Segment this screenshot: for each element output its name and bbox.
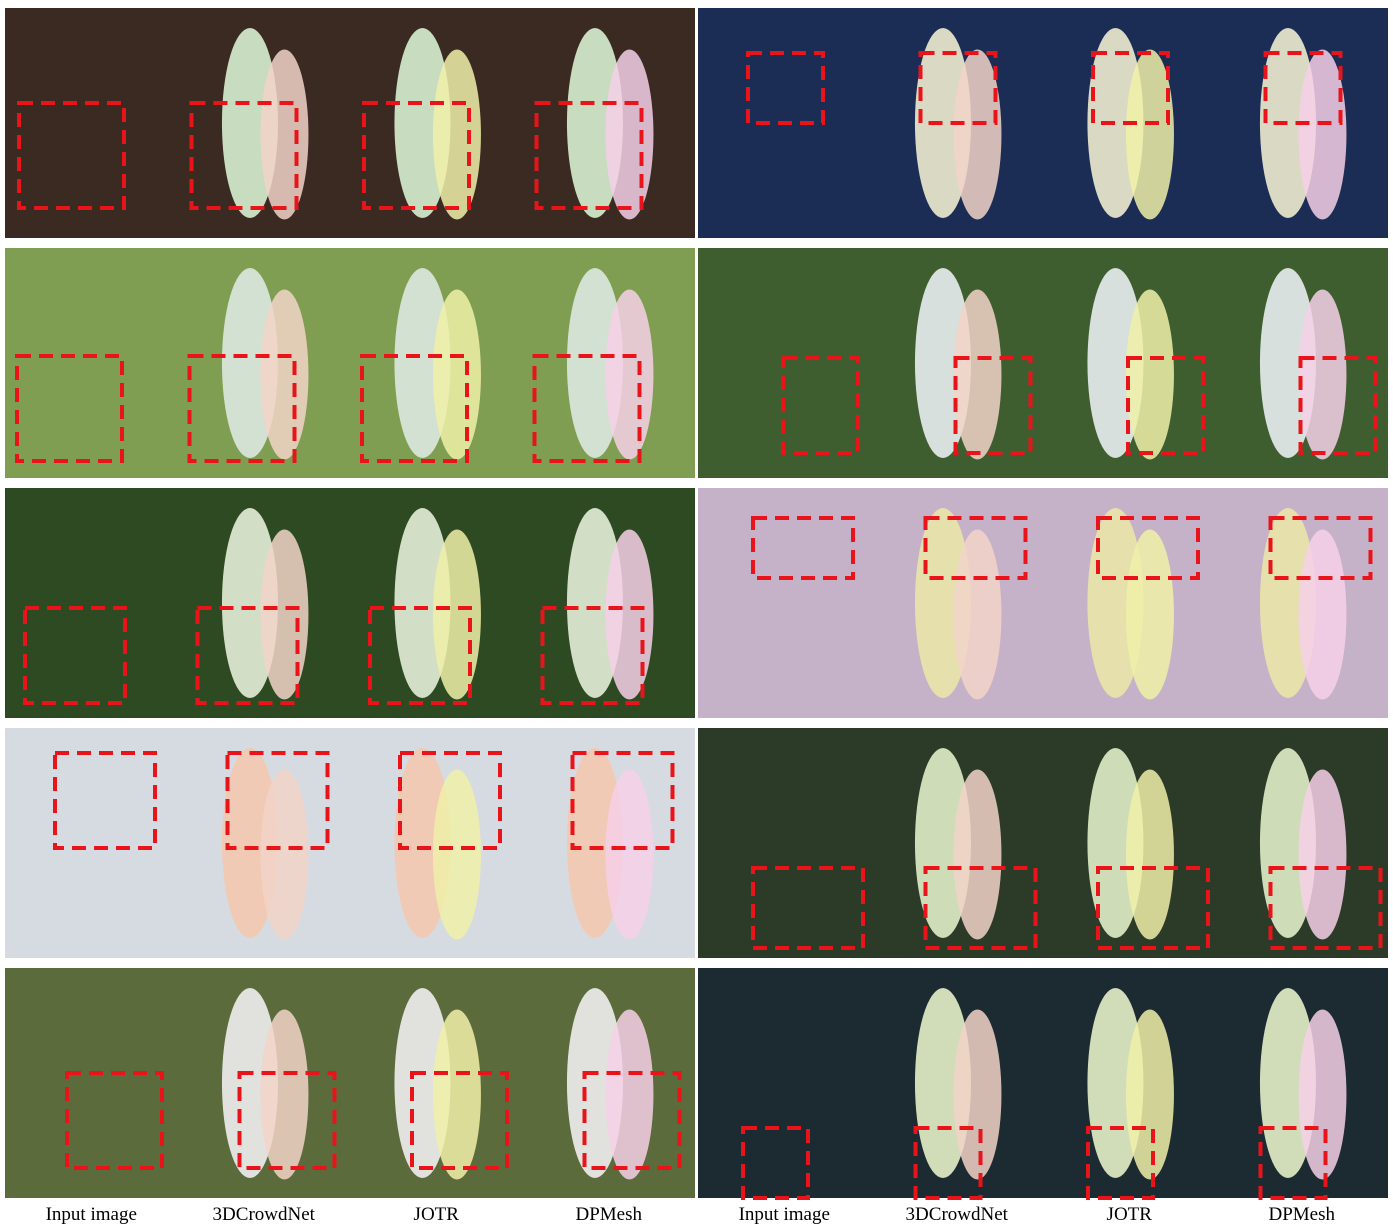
highlight-box [1268, 866, 1383, 950]
mesh-body [605, 529, 654, 700]
column-label: Input image [46, 1204, 137, 1225]
column-label: DPMesh [1268, 1204, 1335, 1225]
highlight-box [540, 606, 645, 705]
highlight-box [1126, 356, 1205, 455]
mesh-body [260, 529, 309, 700]
highlight-box [751, 516, 855, 580]
mesh-body [1298, 49, 1347, 220]
highlight-box [532, 354, 642, 463]
highlight-box [1268, 516, 1373, 580]
highlight-box [398, 751, 502, 850]
highlight-box [1258, 1126, 1328, 1200]
image-panel [698, 968, 871, 1198]
mesh-body [432, 529, 481, 700]
column-label: DPMesh [575, 1204, 642, 1225]
mesh-body [260, 49, 309, 220]
mesh-body [953, 1009, 1002, 1180]
highlight-box [225, 751, 330, 850]
highlight-box [360, 354, 469, 463]
mesh-body [1298, 289, 1347, 460]
mesh-body [432, 49, 481, 220]
mesh-body [1125, 289, 1174, 460]
highlight-box [953, 356, 1033, 455]
image-panel [5, 248, 178, 478]
mesh-body [432, 1009, 481, 1180]
highlight-box [15, 354, 124, 463]
mesh-body [1298, 529, 1347, 700]
highlight-box [570, 751, 675, 850]
mesh-body [605, 769, 654, 940]
mesh-body [1125, 769, 1174, 940]
column-label: JOTR [1107, 1204, 1153, 1225]
mesh-body [605, 49, 654, 220]
highlight-box [1086, 1126, 1155, 1200]
image-panel [5, 728, 178, 958]
mesh-body [260, 1009, 309, 1180]
image-panel [5, 488, 178, 718]
mesh-body [260, 769, 309, 940]
mesh-body [1125, 529, 1174, 700]
highlight-box [187, 354, 297, 463]
highlight-box [368, 606, 472, 705]
highlight-box [918, 51, 998, 125]
highlight-box [65, 1071, 164, 1170]
highlight-box [534, 101, 644, 210]
highlight-box [1096, 516, 1200, 580]
highlight-box [923, 516, 1028, 580]
mesh-body [1298, 1009, 1347, 1180]
highlight-box [195, 606, 300, 705]
highlight-box [751, 866, 865, 950]
highlight-box [913, 1126, 983, 1200]
image-panel [698, 488, 871, 718]
mesh-body [953, 529, 1002, 700]
highlight-box [1263, 51, 1343, 125]
column-label: JOTR [414, 1204, 460, 1225]
highlight-box [1096, 866, 1210, 950]
mesh-body [1125, 1009, 1174, 1180]
highlight-box [237, 1071, 337, 1170]
mesh-body [605, 1009, 654, 1180]
image-panel [5, 968, 178, 1198]
mesh-body [953, 769, 1002, 940]
highlight-box [746, 51, 825, 125]
image-panel [698, 728, 871, 958]
mesh-body [605, 289, 654, 460]
image-panel [5, 8, 178, 238]
highlight-box [1298, 356, 1378, 455]
highlight-box [781, 356, 860, 455]
highlight-box [582, 1071, 682, 1170]
highlight-box [741, 1126, 810, 1200]
highlight-box [53, 751, 157, 850]
highlight-box [410, 1071, 509, 1170]
column-label: Input image [739, 1204, 830, 1225]
mesh-body [260, 289, 309, 460]
mesh-body [432, 769, 481, 940]
mesh-body [953, 49, 1002, 220]
column-label: 3DCrowdNet [906, 1204, 1009, 1225]
mesh-body [432, 289, 481, 460]
highlight-box [362, 101, 471, 210]
highlight-box [23, 606, 127, 705]
mesh-body [953, 289, 1002, 460]
highlight-box [1091, 51, 1170, 125]
mesh-body [1125, 49, 1174, 220]
highlight-box [17, 101, 126, 210]
highlight-box [189, 101, 299, 210]
mesh-body [1298, 769, 1347, 940]
highlight-box [923, 866, 1038, 950]
column-label: 3DCrowdNet [213, 1204, 316, 1225]
